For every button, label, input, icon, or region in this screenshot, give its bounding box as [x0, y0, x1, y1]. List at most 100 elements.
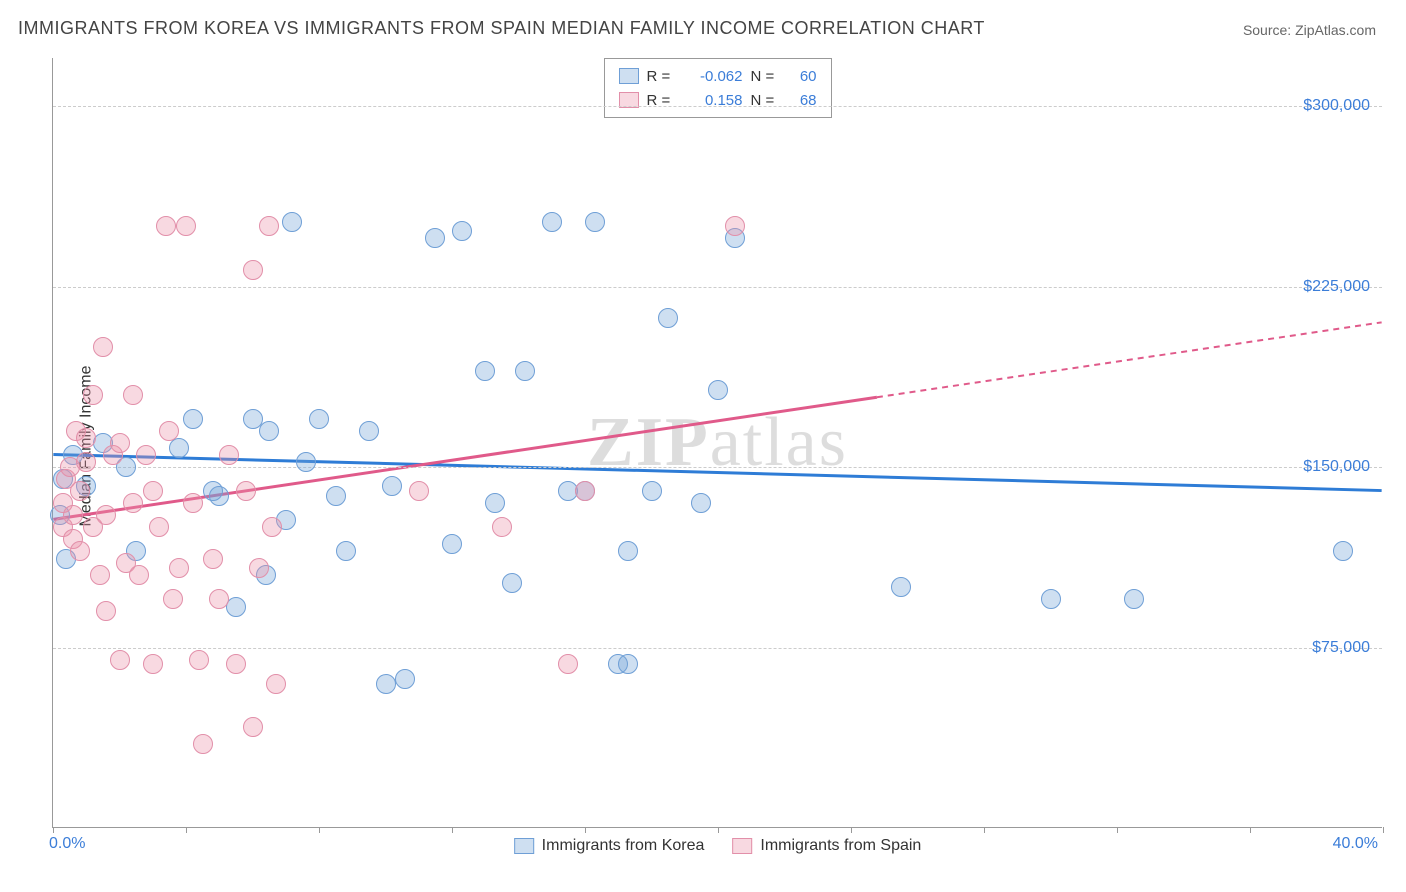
gridline: [53, 106, 1382, 107]
legend-stats-row-korea: R =-0.062N =60: [619, 64, 817, 88]
r-value: -0.062: [683, 68, 743, 85]
swatch-spain: [732, 838, 752, 854]
legend-item-korea: Immigrants from Korea: [514, 837, 705, 855]
data-point-spain: [193, 734, 213, 754]
x-tick: [1383, 827, 1384, 833]
data-point-spain: [492, 517, 512, 537]
data-point-spain: [236, 481, 256, 501]
data-point-korea: [475, 361, 495, 381]
source-attribution: Source: ZipAtlas.com: [1243, 22, 1376, 38]
data-point-spain: [203, 549, 223, 569]
data-point-spain: [219, 445, 239, 465]
data-point-spain: [156, 216, 176, 236]
data-point-korea: [1124, 589, 1144, 609]
x-axis-max-label: 40.0%: [1333, 835, 1378, 853]
data-point-korea: [282, 212, 302, 232]
data-point-korea: [691, 493, 711, 513]
data-point-spain: [63, 505, 83, 525]
data-point-korea: [618, 541, 638, 561]
gridline: [53, 287, 1382, 288]
data-point-korea: [296, 452, 316, 472]
data-point-korea: [642, 481, 662, 501]
data-point-korea: [425, 228, 445, 248]
scatter-plot: ZIPatlas R =-0.062N =60R =0.158N =68 0.0…: [52, 58, 1382, 828]
data-point-spain: [169, 558, 189, 578]
data-point-korea: [515, 361, 535, 381]
watermark: ZIPatlas: [587, 403, 848, 483]
data-point-spain: [76, 428, 96, 448]
data-point-korea: [169, 438, 189, 458]
y-tick-label: $150,000: [1303, 458, 1370, 476]
x-tick: [186, 827, 187, 833]
data-point-spain: [249, 558, 269, 578]
legend-label: Immigrants from Spain: [760, 837, 921, 855]
data-point-korea: [502, 573, 522, 593]
data-point-korea: [376, 674, 396, 694]
data-point-spain: [159, 421, 179, 441]
source-value: ZipAtlas.com: [1295, 22, 1376, 38]
data-point-spain: [149, 517, 169, 537]
r-label: R =: [647, 68, 675, 85]
legend-label: Immigrants from Korea: [542, 837, 705, 855]
data-point-korea: [485, 493, 505, 513]
y-tick-label: $225,000: [1303, 278, 1370, 296]
x-tick: [585, 827, 586, 833]
data-point-korea: [259, 421, 279, 441]
data-point-spain: [725, 216, 745, 236]
data-point-korea: [658, 308, 678, 328]
data-point-spain: [262, 517, 282, 537]
data-point-spain: [70, 541, 90, 561]
data-point-spain: [123, 493, 143, 513]
x-tick: [1250, 827, 1251, 833]
data-point-spain: [163, 589, 183, 609]
data-point-korea: [585, 212, 605, 232]
data-point-spain: [183, 493, 203, 513]
n-label: N =: [751, 68, 779, 85]
legend-stats-row-spain: R =0.158N =68: [619, 88, 817, 112]
data-point-korea: [336, 541, 356, 561]
data-point-korea: [452, 221, 472, 241]
x-tick: [1117, 827, 1118, 833]
data-point-korea: [1041, 589, 1061, 609]
data-point-korea: [309, 409, 329, 429]
data-point-korea: [326, 486, 346, 506]
data-point-spain: [110, 433, 130, 453]
data-point-korea: [1333, 541, 1353, 561]
swatch-korea: [619, 68, 639, 84]
data-point-spain: [243, 260, 263, 280]
data-point-korea: [382, 476, 402, 496]
data-point-spain: [266, 674, 286, 694]
swatch-korea: [514, 838, 534, 854]
data-point-spain: [136, 445, 156, 465]
legend-stats: R =-0.062N =60R =0.158N =68: [604, 58, 832, 118]
data-point-korea: [891, 577, 911, 597]
x-tick: [452, 827, 453, 833]
x-tick: [718, 827, 719, 833]
y-tick-label: $300,000: [1303, 97, 1370, 115]
data-point-korea: [359, 421, 379, 441]
chart-title: IMMIGRANTS FROM KOREA VS IMMIGRANTS FROM…: [18, 18, 985, 39]
data-point-spain: [189, 650, 209, 670]
data-point-spain: [243, 717, 263, 737]
trend-lines-layer: [53, 58, 1382, 827]
data-point-spain: [143, 654, 163, 674]
data-point-korea: [209, 486, 229, 506]
legend-item-spain: Immigrants from Spain: [732, 837, 921, 855]
x-tick: [319, 827, 320, 833]
x-tick: [851, 827, 852, 833]
x-tick: [984, 827, 985, 833]
data-point-korea: [183, 409, 203, 429]
gridline: [53, 467, 1382, 468]
data-point-spain: [176, 216, 196, 236]
data-point-spain: [575, 481, 595, 501]
data-point-spain: [70, 481, 90, 501]
data-point-spain: [143, 481, 163, 501]
data-point-korea: [708, 380, 728, 400]
trendline-spain: [53, 397, 877, 519]
x-tick: [53, 827, 54, 833]
source-label: Source:: [1243, 22, 1295, 38]
data-point-spain: [259, 216, 279, 236]
x-axis-min-label: 0.0%: [49, 835, 85, 853]
trendline-spain-dashed: [877, 322, 1382, 397]
data-point-spain: [76, 452, 96, 472]
